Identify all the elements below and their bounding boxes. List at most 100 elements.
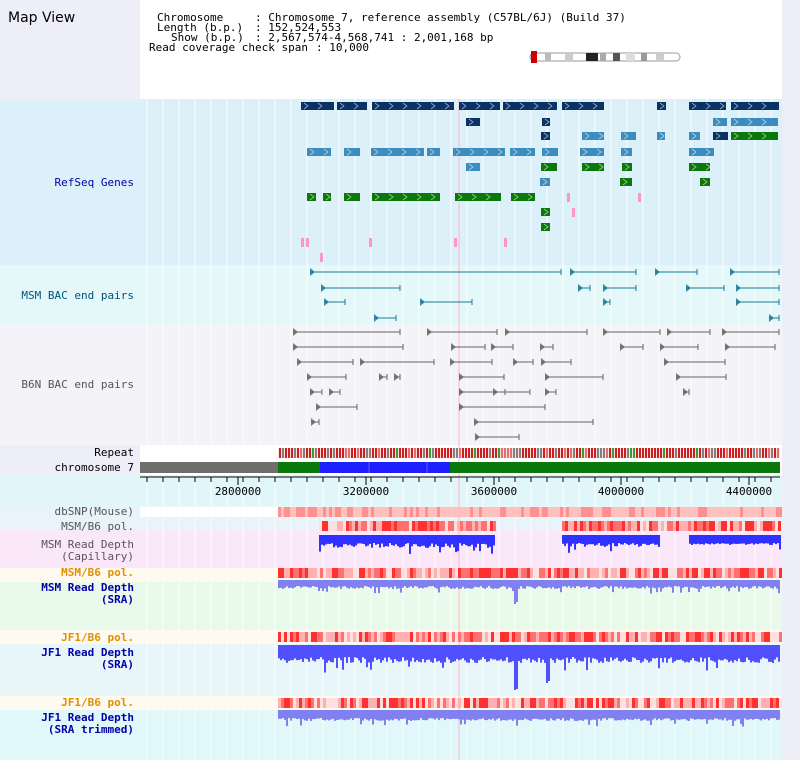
polymorphism-cell	[281, 698, 284, 708]
read-depth-bar	[686, 580, 688, 587]
polymorphism-cell	[344, 632, 347, 642]
repeat-element	[525, 448, 527, 458]
read-depth-bar	[368, 645, 370, 663]
repeat-element	[588, 448, 590, 458]
polymorphism-cell	[617, 632, 620, 642]
polymorphism-cell	[608, 568, 611, 578]
polymorphism-cell	[689, 698, 692, 708]
jf1-read-depth-sra-label[interactable]: JF1 Read Depth	[41, 646, 134, 659]
read-depth-bar	[435, 535, 437, 545]
dbsnp-label[interactable]: dbSNP(Mouse)	[54, 505, 134, 518]
msm-b6-pol-label-2[interactable]: MSM/B6 pol.	[61, 566, 134, 579]
read-depth-bar	[282, 580, 284, 589]
read-depth-bar	[614, 645, 616, 659]
polymorphism-cell	[536, 632, 539, 642]
read-depth-bar	[750, 710, 752, 719]
b6n-bac-label[interactable]: B6N BAC end pairs	[21, 378, 134, 391]
read-depth-bar	[406, 580, 408, 589]
strand-arrow	[483, 148, 489, 156]
read-depth-bar	[697, 535, 699, 544]
refseq-genes-label[interactable]: RefSeq Genes	[54, 176, 134, 189]
b6n-bac-pair-end	[459, 373, 464, 381]
read-depth-bar	[692, 710, 694, 719]
jf1-b6-pol-label-1[interactable]: JF1/B6 pol.	[61, 631, 134, 644]
msm-read-depth-sra-label[interactable]: MSM Read Depth	[41, 581, 134, 594]
b6n-bac-pair-end	[293, 328, 298, 336]
polymorphism-cell	[557, 507, 560, 517]
msm-bac-pair-end	[578, 284, 583, 292]
read-depth-bar	[448, 710, 450, 720]
read-depth-bar	[682, 645, 684, 661]
read-depth-bar	[636, 645, 638, 661]
polymorphism-cell	[392, 632, 395, 642]
polymorphism-cell	[578, 507, 581, 517]
msm-bac-pair-end	[655, 268, 660, 276]
strand-arrow	[543, 132, 549, 140]
polymorphism-cell	[754, 521, 757, 531]
b6n-bac-pair-end	[545, 373, 550, 381]
msm-bac-label[interactable]: MSM BAC end pairs	[21, 289, 134, 302]
read-depth-bar	[392, 580, 394, 589]
read-depth-bar	[644, 645, 646, 659]
read-depth-bar	[670, 710, 672, 721]
read-depth-bar	[733, 535, 735, 544]
read-depth-bar	[712, 645, 714, 661]
jf1-b6-pol-label-2[interactable]: JF1/B6 pol.	[61, 696, 134, 709]
read-depth-bar	[741, 535, 743, 544]
polymorphism-cell	[692, 698, 695, 708]
read-depth-bar	[522, 645, 524, 659]
polymorphism-cell	[485, 568, 488, 578]
jf1-read-depth-trim-label[interactable]: JF1 Read Depth	[41, 711, 134, 724]
gene-block	[542, 118, 550, 126]
read-depth-bar	[566, 645, 568, 658]
gene-block	[689, 148, 714, 156]
read-depth-bar	[768, 645, 770, 662]
polymorphism-cell	[386, 568, 389, 578]
read-depth-bar	[691, 535, 693, 545]
read-depth-bar	[484, 580, 486, 589]
right-margin	[782, 0, 800, 760]
strand-arrow	[761, 118, 767, 126]
polymorphism-cell	[454, 521, 457, 531]
read-depth-bar	[412, 580, 414, 588]
msm-read-depth-capillary-label[interactable]: MSM Read Depth	[41, 538, 134, 551]
strand-arrow	[705, 163, 711, 171]
read-depth-bar	[684, 580, 686, 587]
polymorphism-cell	[362, 632, 365, 642]
read-depth-bar	[764, 710, 766, 720]
read-depth-bar	[420, 580, 422, 588]
msm-b6-pol-label-1[interactable]: MSM/B6 pol.	[61, 520, 134, 533]
read-depth-bar	[753, 535, 755, 545]
pink-feature	[567, 193, 570, 202]
polymorphism-cell	[343, 521, 346, 531]
read-depth-bar	[346, 580, 348, 588]
read-depth-bar	[440, 710, 442, 719]
repeat-element	[519, 448, 521, 458]
polymorphism-cell	[440, 632, 443, 642]
polymorphism-cell	[398, 698, 401, 708]
read-depth-bar	[518, 580, 520, 589]
polymorphism-cell	[652, 521, 655, 531]
polymorphism-cell	[527, 507, 530, 517]
read-depth-bar	[512, 645, 514, 662]
polymorphism-cell	[542, 698, 545, 708]
polymorphism-cell	[677, 507, 680, 517]
pink-feature	[320, 253, 323, 262]
polymorphism-cell	[533, 698, 536, 708]
read-depth-bar	[606, 580, 608, 587]
polymorphism-cell	[734, 507, 737, 517]
read-depth-bar	[353, 535, 355, 547]
polymorphism-cell	[317, 568, 320, 578]
repeat-element	[570, 448, 572, 458]
polymorphism-cell	[721, 521, 724, 531]
polymorphism-cell	[466, 521, 469, 531]
read-depth-bar	[572, 645, 574, 658]
read-depth-bar	[592, 580, 594, 588]
polymorphism-cell	[596, 632, 599, 642]
read-depth-bar	[446, 710, 448, 719]
polymorphism-cell	[677, 698, 680, 708]
read-depth-bar	[318, 580, 320, 591]
polymorphism-cell	[509, 632, 512, 642]
polymorphism-cell	[731, 698, 734, 708]
